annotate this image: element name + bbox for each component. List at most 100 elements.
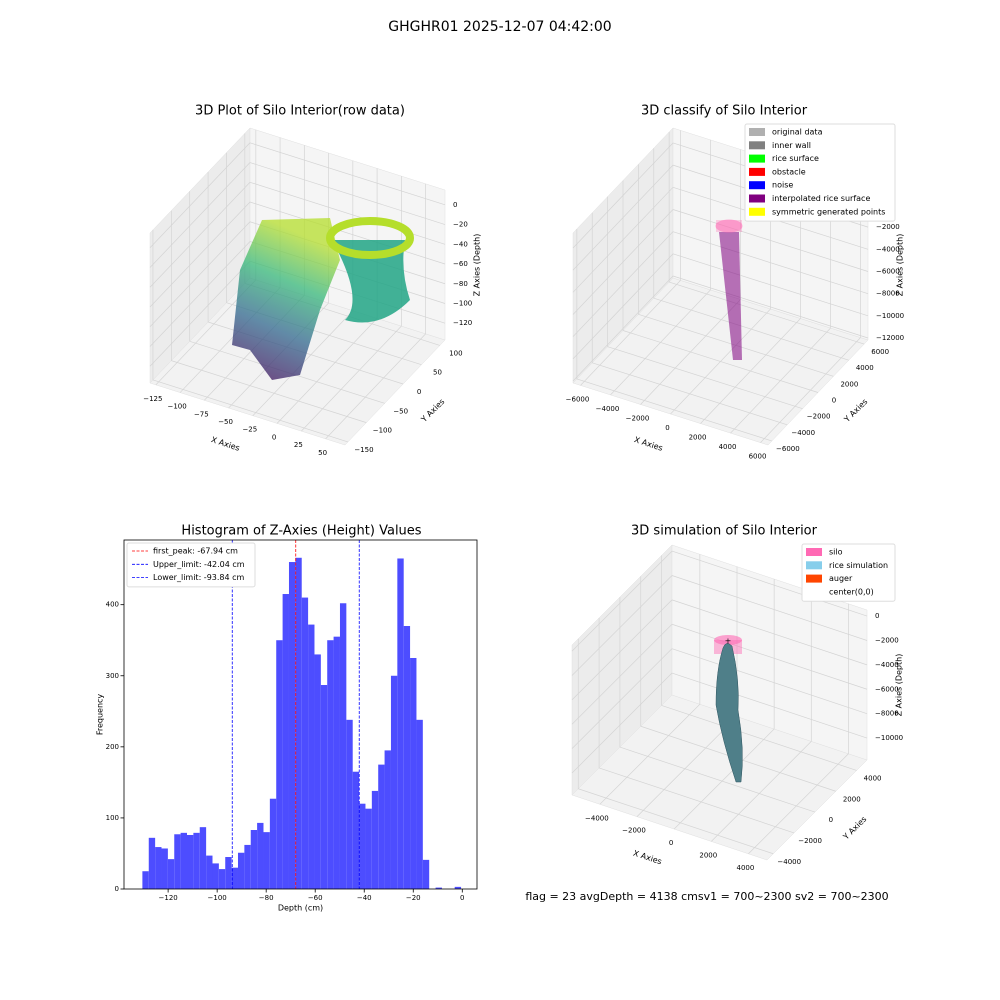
y-tick-label: −2000	[798, 837, 822, 845]
x-axis-label: X Axies	[633, 435, 664, 453]
grid-line	[572, 164, 674, 271]
y-axis-label: Frequency	[96, 694, 105, 736]
x-tick-label: 0	[665, 424, 669, 432]
x-tick-label: −75	[194, 410, 209, 418]
annotation: flag = 23 avgDepth = 4138 cmsv1 = 700~23…	[525, 890, 888, 903]
svg-text:+: +	[725, 637, 732, 646]
grid-line	[661, 705, 857, 771]
x-axis-label: X Axies	[210, 435, 241, 453]
bar	[333, 636, 340, 889]
y-tick-label: 0	[832, 397, 836, 405]
bar	[218, 869, 226, 889]
grid-line	[671, 599, 868, 666]
y-tick-label: −150	[354, 446, 373, 454]
grid-line	[671, 623, 868, 690]
x-tick-label: 6000	[749, 453, 767, 461]
grid-line	[607, 346, 803, 409]
bar	[308, 624, 315, 889]
grid-line	[571, 672, 673, 774]
surface: +	[714, 635, 743, 783]
legend-label: obstacle	[772, 167, 806, 176]
z-tick-label: −20	[453, 221, 468, 229]
y-tick-label: 6000	[871, 348, 889, 356]
legend-label: Upper_limit: -42.04 cm	[153, 560, 245, 569]
legend-label: center(0,0)	[829, 587, 874, 596]
y-tick-label: 4000	[864, 774, 882, 782]
z-tick-label: −80	[453, 280, 468, 288]
x-tick-label: 0	[272, 433, 276, 441]
z-tick-label: 0	[453, 201, 457, 209]
histogram-axes: −120 −100 −80 −60 −40 −20 0 0 100 200 300 400 Depth …	[96, 539, 478, 913]
grid-line	[249, 162, 446, 225]
bar	[339, 603, 347, 889]
bar	[378, 764, 385, 889]
grid-line	[571, 575, 673, 676]
legend-label: silo	[829, 548, 843, 557]
legend-swatch	[749, 181, 765, 190]
z-tick-label: −6000	[876, 267, 900, 275]
grid-line	[149, 142, 251, 249]
grid-line	[711, 741, 812, 842]
bar	[193, 832, 200, 889]
legend-label: rice surface	[772, 154, 819, 163]
x-tick-label: −125	[143, 395, 162, 403]
grid-line	[636, 716, 738, 817]
grid-line	[671, 550, 868, 617]
bar	[180, 832, 188, 889]
grid-line	[249, 142, 446, 206]
bar	[199, 827, 207, 889]
x-tick-label: −100	[208, 894, 227, 902]
x-tick-label: −120	[159, 894, 178, 902]
z-tick-label: 0	[875, 612, 879, 620]
y-tick-label: 300	[106, 672, 119, 680]
x-tick-label: 2000	[699, 851, 717, 859]
legend-swatch	[749, 141, 765, 150]
z-tick-label: −2000	[875, 636, 899, 644]
x-tick-label: −60	[308, 894, 323, 902]
bar	[435, 887, 442, 889]
bar	[352, 771, 360, 889]
x-tick-label: −25	[242, 426, 257, 434]
bar	[327, 640, 334, 889]
grid-line	[672, 253, 869, 317]
z-axis-label: Z Axies (Depth)	[896, 234, 905, 297]
grid-line	[672, 209, 869, 272]
y-tick-label: −50	[393, 407, 408, 415]
subplot-title: Histogram of Z-Axies (Height) Values	[181, 524, 421, 539]
bar	[416, 719, 423, 889]
z-tick-label: −4000	[876, 245, 900, 253]
grid-line	[571, 599, 673, 701]
grid-line	[149, 221, 251, 327]
y-tick-label: −100	[373, 427, 392, 435]
grid-line	[673, 728, 775, 830]
bar	[422, 859, 430, 889]
x-axis-label: Depth (cm)	[278, 904, 323, 913]
bar	[320, 685, 328, 889]
z-tick-label: −8000	[875, 710, 899, 718]
y-tick-label: 400	[106, 601, 119, 609]
x-tick-label: −50	[218, 418, 233, 426]
bar	[206, 855, 213, 889]
grid-line	[276, 318, 378, 424]
x-tick-label: −4000	[585, 814, 609, 822]
x-tick-label: 25	[294, 441, 303, 449]
y-axis-label: Y Axies	[841, 815, 869, 843]
z-tick-label: −4000	[875, 661, 899, 669]
legend-swatch	[806, 574, 822, 583]
bar	[282, 594, 289, 889]
grid-line	[149, 201, 251, 308]
bar	[346, 719, 353, 889]
x-axis-label: X Axies	[632, 849, 663, 867]
legend-label: Lower_limit: -93.84 cm	[153, 573, 245, 582]
z-tick-label: −2000	[876, 223, 900, 231]
grid-line	[672, 231, 869, 294]
y-tick-label: −2000	[807, 413, 831, 421]
grid-line	[619, 746, 816, 813]
legend-box	[801, 543, 896, 602]
suptitle: GHGHR01 2025-12-07 04:42:00	[388, 19, 611, 35]
y-axis-label: Y Axies	[842, 397, 870, 425]
bar	[155, 847, 162, 889]
x-tick-label: 4000	[719, 443, 737, 451]
bar	[454, 886, 462, 889]
z-tick-label: −8000	[876, 290, 900, 298]
